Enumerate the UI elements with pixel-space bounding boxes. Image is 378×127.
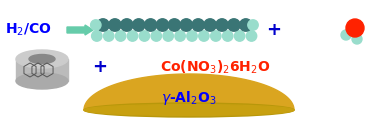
- Circle shape: [228, 19, 240, 31]
- Ellipse shape: [84, 105, 294, 115]
- Circle shape: [246, 31, 257, 41]
- Circle shape: [346, 19, 364, 37]
- Circle shape: [139, 31, 150, 41]
- Circle shape: [180, 19, 192, 31]
- Circle shape: [192, 19, 204, 31]
- Circle shape: [115, 31, 126, 41]
- Ellipse shape: [16, 73, 68, 89]
- Ellipse shape: [29, 54, 55, 64]
- Circle shape: [104, 31, 114, 41]
- Circle shape: [175, 31, 185, 41]
- Circle shape: [216, 19, 228, 31]
- Circle shape: [240, 19, 252, 31]
- Ellipse shape: [16, 50, 68, 68]
- Circle shape: [234, 31, 245, 41]
- Text: H$_2$/CO: H$_2$/CO: [5, 22, 52, 38]
- Text: +: +: [266, 21, 281, 39]
- Circle shape: [211, 31, 221, 41]
- Circle shape: [156, 19, 169, 31]
- Circle shape: [133, 19, 145, 31]
- Circle shape: [109, 19, 121, 31]
- Circle shape: [91, 20, 101, 30]
- Circle shape: [248, 20, 258, 30]
- Circle shape: [163, 31, 174, 41]
- Ellipse shape: [84, 103, 294, 117]
- FancyBboxPatch shape: [16, 59, 68, 81]
- Circle shape: [199, 31, 209, 41]
- Circle shape: [121, 19, 133, 31]
- Text: Co(NO$_3$)$_2$6H$_2$O: Co(NO$_3$)$_2$6H$_2$O: [160, 58, 270, 76]
- FancyArrow shape: [67, 25, 93, 35]
- Circle shape: [341, 30, 351, 40]
- Circle shape: [97, 19, 109, 31]
- Circle shape: [352, 34, 362, 44]
- Text: +: +: [93, 58, 107, 76]
- Text: $\gamma$-Al$_2$O$_3$: $\gamma$-Al$_2$O$_3$: [161, 89, 217, 107]
- Circle shape: [151, 31, 161, 41]
- Circle shape: [127, 31, 138, 41]
- Circle shape: [144, 19, 157, 31]
- Circle shape: [91, 31, 102, 41]
- Polygon shape: [84, 74, 294, 110]
- Circle shape: [187, 31, 197, 41]
- Circle shape: [168, 19, 181, 31]
- Circle shape: [223, 31, 233, 41]
- Circle shape: [204, 19, 216, 31]
